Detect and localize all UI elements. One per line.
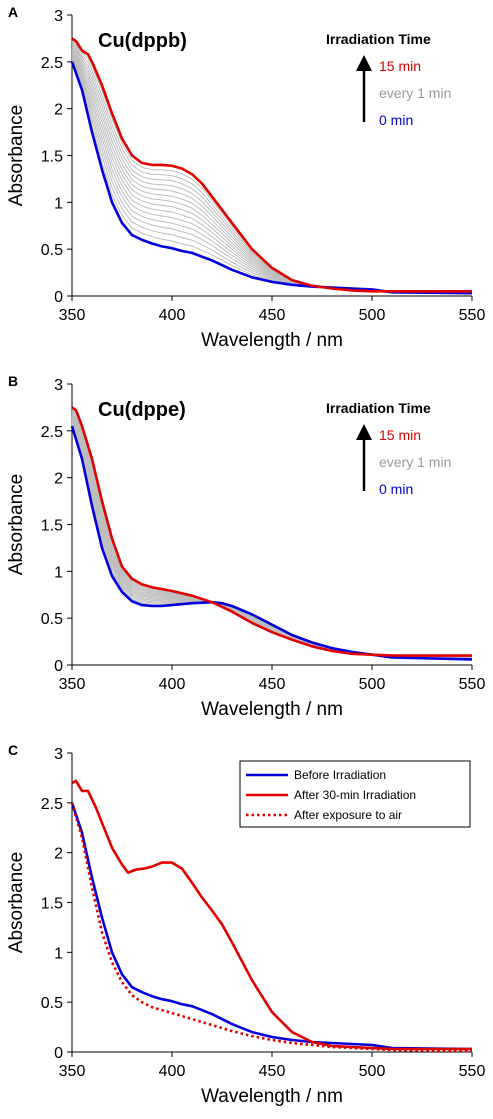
y-tick-label: 2.5 <box>41 424 63 441</box>
x-tick-label: 450 <box>259 307 286 324</box>
y-tick-label: 0 <box>54 289 63 306</box>
y-tick-label: 0 <box>54 1045 63 1062</box>
y-tick-label: 2.5 <box>41 796 63 813</box>
x-tick-label: 350 <box>59 1063 86 1080</box>
series-line-1 <box>71 37 472 293</box>
annotation-title: Irradiation Time <box>326 400 431 416</box>
intermediate-curve <box>71 415 473 658</box>
annotation-bottom: 0 min <box>379 481 413 497</box>
x-axis-title: Wavelength / nm <box>201 330 343 351</box>
chart-title: Cu(dppe) <box>98 399 186 421</box>
x-tick-label: 550 <box>459 676 486 693</box>
x-axis-title: Wavelength / nm <box>201 699 343 720</box>
legend-label-0: Before Irradiation <box>294 768 386 782</box>
y-tick-label: 2 <box>54 102 63 119</box>
chart-title: Cu(dppb) <box>98 30 187 52</box>
y-tick-label: 1.5 <box>41 149 63 166</box>
annotation-top: 15 min <box>379 427 421 443</box>
panel-letter: C <box>8 742 18 758</box>
y-tick-label: 0.5 <box>41 995 63 1012</box>
x-tick-label: 350 <box>59 307 86 324</box>
chart-panel-c: C 0 0.5 1 1.5 2 2.5 3 350 400 450 500 550 Wavelength … <box>6 742 485 1107</box>
intermediate-curve <box>71 410 472 657</box>
y-tick-label: 3 <box>54 746 63 763</box>
x-tick-label: 550 <box>459 1063 486 1080</box>
arrow-head <box>356 55 372 71</box>
intermediate-curve <box>71 411 472 657</box>
y-axis-title: Absorbance <box>6 852 27 953</box>
y-axis-title: Absorbance <box>6 105 27 206</box>
x-tick-label: 550 <box>459 307 486 324</box>
y-tick-label: 0 <box>54 658 63 675</box>
annotation-bottom: 0 min <box>379 112 413 128</box>
intermediate-curve <box>71 42 473 293</box>
x-tick-label: 500 <box>359 307 386 324</box>
x-tick-label: 350 <box>59 676 86 693</box>
y-tick-label: 0.5 <box>41 242 63 259</box>
intermediate-curve <box>71 408 472 657</box>
legend-label-1: After 30-min Irradiation <box>294 788 416 802</box>
annotation-middle: every 1 min <box>379 454 451 470</box>
series-line-1 <box>71 779 472 1051</box>
annotation-title: Irradiation Time <box>326 31 431 47</box>
y-tick-label: 2.5 <box>41 55 63 72</box>
x-tick-label: 450 <box>259 676 286 693</box>
intermediate-curve <box>71 409 472 657</box>
y-tick-label: 2 <box>54 471 63 488</box>
intermediate-curve <box>71 414 472 658</box>
annotation-middle: every 1 min <box>379 85 451 101</box>
chart-panel-b: B 0 0.5 1 1.5 2 2.5 3 350 400 450 500 550 Wavelength … <box>6 373 485 720</box>
panel-letter: A <box>8 4 18 20</box>
x-tick-label: 400 <box>159 676 186 693</box>
series-line-2 <box>70 802 473 1053</box>
intermediate-curve <box>71 45 472 293</box>
x-tick-label: 500 <box>359 1063 386 1080</box>
arrow-head <box>356 424 372 440</box>
x-tick-label: 500 <box>359 676 386 693</box>
x-axis-title: Wavelength / nm <box>201 1086 343 1107</box>
panel-letter: B <box>8 373 18 389</box>
y-tick-label: 1 <box>54 945 63 962</box>
y-tick-label: 3 <box>54 377 63 394</box>
intermediate-curve <box>71 416 473 658</box>
x-tick-label: 400 <box>159 1063 186 1080</box>
legend-label-2: After exposure to air <box>294 808 402 822</box>
intermediate-curve <box>71 40 472 292</box>
y-tick-label: 1.5 <box>41 518 63 535</box>
y-axis-title: Absorbance <box>6 474 27 575</box>
series-line-1 <box>71 406 472 657</box>
y-tick-label: 2 <box>54 846 63 863</box>
x-tick-label: 450 <box>259 1063 286 1080</box>
y-tick-label: 1.5 <box>41 896 63 913</box>
x-tick-label: 400 <box>159 307 186 324</box>
intermediate-curve <box>71 412 472 658</box>
y-tick-label: 0.5 <box>41 611 63 628</box>
chart-panel-a: A 0 0.5 1 1.5 2 2.5 3 350 400 450 500 550 Wavelength … <box>6 4 485 351</box>
series-line-0 <box>70 425 473 661</box>
intermediate-curve <box>71 43 472 293</box>
y-tick-label: 3 <box>54 8 63 25</box>
y-tick-label: 1 <box>54 195 63 212</box>
y-tick-label: 1 <box>54 564 63 581</box>
series-line-0 <box>70 802 473 1051</box>
annotation-top: 15 min <box>379 58 421 74</box>
